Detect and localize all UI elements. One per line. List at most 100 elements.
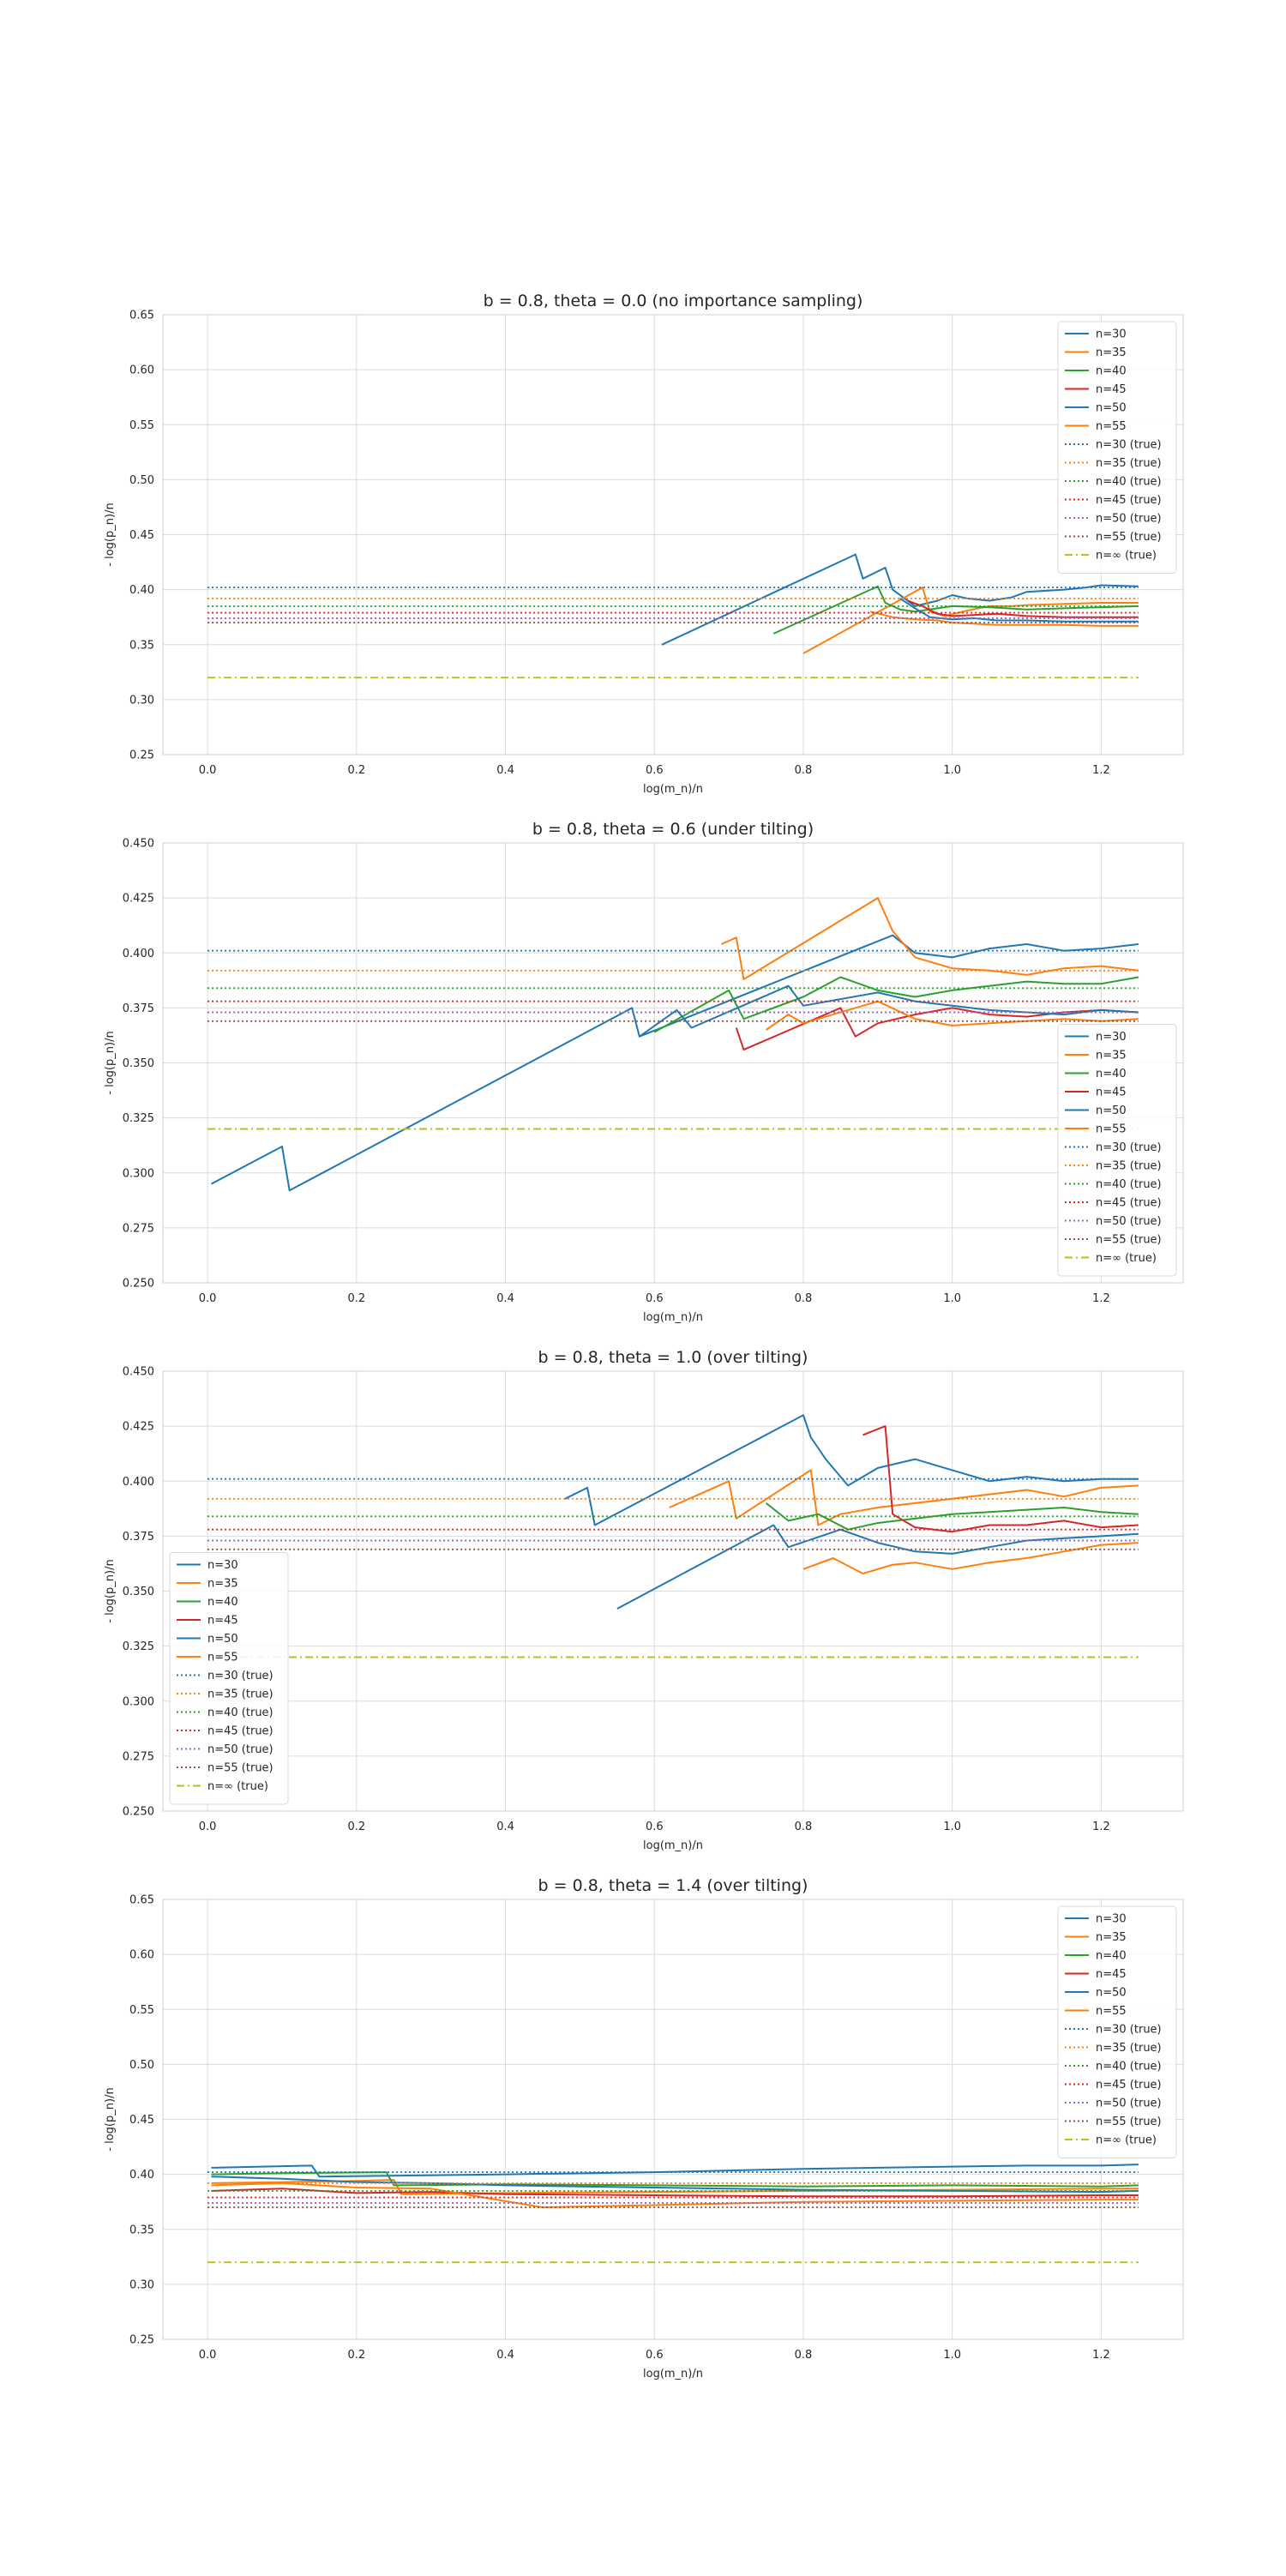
series-line-n-35 xyxy=(669,1469,1139,1526)
legend-entry: n=55 (true) xyxy=(1096,1234,1162,1247)
legend-box xyxy=(1057,1905,1177,2158)
y-tick-label: 0.30 xyxy=(129,2278,154,2291)
series-line-n-40 xyxy=(211,2171,1139,2188)
y-axis-label: - log(p_n)/n xyxy=(104,503,117,566)
legend-entry: n=∞ (true) xyxy=(1096,1252,1157,1265)
legend-entry: n=55 (true) xyxy=(1096,531,1162,544)
legend-entry: n=40 (true) xyxy=(1096,2061,1162,2073)
legend-entry: n=40 (true) xyxy=(207,1706,273,1719)
x-tick-label: 0.8 xyxy=(795,1292,813,1305)
series-group xyxy=(207,2164,1139,2264)
x-tick-label: 0.8 xyxy=(795,1821,813,1833)
series-line-n-45 xyxy=(862,1425,1139,1533)
y-tick-label: 0.50 xyxy=(129,474,154,487)
y-tick-label: 0.275 xyxy=(123,1222,154,1235)
legend-entry: n=50 xyxy=(207,1633,238,1646)
y-tick-label: 0.55 xyxy=(129,419,154,432)
legend-entry: n=45 (true) xyxy=(1096,1197,1162,1210)
series-line-n-30 xyxy=(564,1414,1139,1526)
y-tick-label: 0.375 xyxy=(123,1531,154,1544)
legend-entry: n=55 (true) xyxy=(1096,2116,1162,2128)
chart-title: b = 0.8, theta = 1.0 (over tilting) xyxy=(538,1348,808,1367)
legend-entry: n=45 xyxy=(1096,383,1127,396)
legend-entry: n=35 (true) xyxy=(1096,1160,1162,1173)
legend-entry: n=30 xyxy=(1096,1031,1127,1044)
chart-title: b = 0.8, theta = 0.0 (no importance samp… xyxy=(484,292,863,310)
y-tick-label: 0.65 xyxy=(129,310,154,322)
legend-entry: n=40 xyxy=(207,1596,238,1609)
y-tick-label: 0.450 xyxy=(123,838,154,851)
series-line-n-50 xyxy=(616,1524,1139,1610)
y-axis-label: - log(p_n)/n xyxy=(104,1559,117,1622)
legend-entry: n=50 xyxy=(1096,1987,1127,2000)
plot-frame xyxy=(162,842,1184,1284)
y-tick-label: 0.35 xyxy=(129,639,154,652)
legend-entry: n=45 (true) xyxy=(207,1725,273,1738)
legend-entry: n=35 xyxy=(1096,1050,1127,1062)
series-line-n-30 xyxy=(661,553,1139,646)
y-tick-label: 0.300 xyxy=(123,1695,154,1708)
x-axis-label: log(m_n)/n xyxy=(643,783,703,796)
legend: n=30 n=35 n=40 n=45 n=50 n=55 n=30 (true) n=35 … xyxy=(1057,1024,1177,1277)
legend-entry: n=30 xyxy=(1096,328,1127,341)
y-tick-label: 0.250 xyxy=(123,1278,154,1291)
legend-entry: n=40 xyxy=(1096,365,1127,378)
legend-entry: n=45 xyxy=(207,1615,238,1628)
legend: n=30 n=35 n=40 n=45 n=50 n=55 n=30 (true) n=35 … xyxy=(169,1552,289,1805)
chart-panel-2: 0.0 0.2 0.4 0.6 0.8 1.0 1.2 0.250 0.275 0.300 0.32… xyxy=(104,820,1184,1324)
series-line-n-45 xyxy=(907,599,1139,618)
x-tick-label: 0.4 xyxy=(496,1292,514,1305)
legend-entry: n=35 (true) xyxy=(207,1688,273,1701)
chart-panel-1: 0.0 0.2 0.4 0.6 0.8 1.0 1.2 0.25 0.30 0.35 0.40 0.4… xyxy=(104,292,1184,796)
legend-entry: n=35 (true) xyxy=(1096,2042,1162,2055)
x-tick-label: 1.2 xyxy=(1092,2349,1110,2362)
legend-entry: n=30 (true) xyxy=(1096,1141,1162,1154)
series-line-n-30 xyxy=(211,934,1139,1192)
y-tick-label: 0.55 xyxy=(129,2004,154,2017)
legend-entry: n=55 (true) xyxy=(207,1762,273,1775)
x-tick-label: 0.0 xyxy=(199,764,217,777)
x-tick-label: 0.2 xyxy=(347,1821,365,1833)
legend-entry: n=∞ (true) xyxy=(1096,550,1157,563)
y-axis-label: - log(p_n)/n xyxy=(104,2087,117,2151)
legend-entry: n=45 xyxy=(1096,1086,1127,1099)
legend-entry: n=55 xyxy=(1096,420,1127,433)
x-tick-label: 0.0 xyxy=(199,1821,217,1833)
plot-frame xyxy=(162,1899,1184,2340)
legend-entry: n=55 xyxy=(1096,1123,1127,1136)
y-tick-label: 0.45 xyxy=(129,2114,154,2127)
legend-entry: n=35 (true) xyxy=(1096,457,1162,470)
y-tick-label: 0.350 xyxy=(123,1057,154,1070)
chart-panel-3: 0.0 0.2 0.4 0.6 0.8 1.0 1.2 0.250 0.275 0.300 0.32… xyxy=(104,1348,1184,1852)
legend-entry: n=45 (true) xyxy=(1096,2079,1162,2091)
x-tick-label: 0.0 xyxy=(199,2349,217,2362)
y-tick-label: 0.40 xyxy=(129,584,154,597)
legend-entry: n=50 xyxy=(1096,1104,1127,1117)
series-line-n-30 xyxy=(211,2164,1139,2178)
legend-entry: n=35 xyxy=(207,1578,238,1591)
x-tick-label: 1.2 xyxy=(1092,1292,1110,1305)
x-tick-label: 1.2 xyxy=(1092,1821,1110,1833)
y-tick-label: 0.25 xyxy=(129,2334,154,2347)
y-tick-label: 0.35 xyxy=(129,2224,154,2236)
legend-entry: n=∞ (true) xyxy=(207,1780,268,1793)
legend-entry: n=∞ (true) xyxy=(1096,2134,1157,2147)
x-tick-label: 0.0 xyxy=(199,1292,217,1305)
y-tick-label: 0.45 xyxy=(129,529,154,542)
y-tick-label: 0.60 xyxy=(129,1949,154,1962)
x-tick-label: 0.6 xyxy=(646,764,664,777)
legend-entry: n=40 xyxy=(1096,1068,1127,1080)
x-tick-label: 0.4 xyxy=(496,1821,514,1833)
legend-entry: n=30 xyxy=(1096,1913,1127,1926)
series-group xyxy=(207,1414,1139,1658)
chart-panel-4: 0.0 0.2 0.4 0.6 0.8 1.0 1.2 0.25 0.30 0.35 0.40 0.4… xyxy=(104,1876,1184,2380)
series-line-n-35 xyxy=(721,897,1139,980)
x-tick-label: 0.6 xyxy=(646,1821,664,1833)
y-tick-label: 0.60 xyxy=(129,364,154,377)
y-axis-label: - log(p_n)/n xyxy=(104,1031,117,1094)
chart-title: b = 0.8, theta = 1.4 (over tilting) xyxy=(538,1876,808,1895)
legend-entry: n=55 xyxy=(207,1652,238,1664)
y-tick-label: 0.50 xyxy=(129,2059,154,2072)
y-tick-label: 0.350 xyxy=(123,1586,154,1598)
